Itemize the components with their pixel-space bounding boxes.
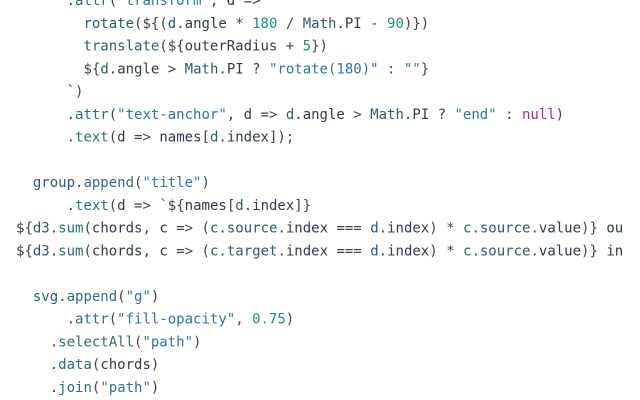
code-line: .data(chords): [16, 357, 159, 373]
code-line: .attr("text-anchor", d => d.angle > Math…: [16, 107, 564, 123]
code-line: ${d3.sum(chords, c => (c.source.index ==…: [16, 221, 623, 237]
code-line: .text(d => `${names[d.index]}: [16, 198, 311, 214]
code-line: .join("path"): [16, 380, 159, 396]
code-line: .attr("transform", d => `: [16, 0, 277, 9]
code-line: .selectAll("path"): [16, 334, 201, 350]
code-line: translate(${outerRadius + 5}): [16, 39, 328, 55]
code-line: .attr("fill-opacity", 0.75): [16, 312, 294, 328]
code-line: `): [16, 84, 83, 100]
code-line: ${d3.sum(chords, c => (c.target.index ==…: [16, 243, 623, 259]
code-line: svg.append("g"): [16, 289, 159, 305]
code-line: group.append("title"): [16, 175, 210, 191]
code-line: ${d.angle > Math.PI ? "rotate(180)" : ""…: [16, 61, 429, 77]
code-line: rotate(${(d.angle * 180 / Math.PI - 90)}…: [16, 16, 429, 32]
code-line: .text(d => names[d.index]);: [16, 130, 294, 146]
